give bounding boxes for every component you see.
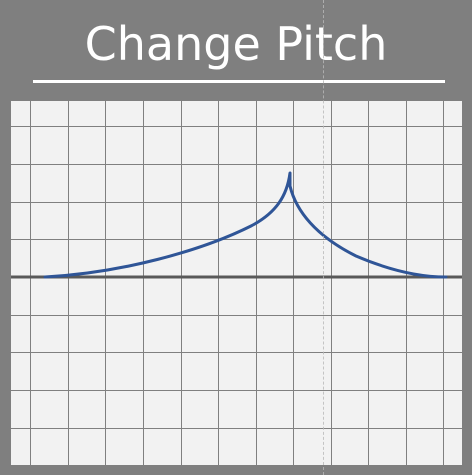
pitch-graph bbox=[11, 101, 462, 465]
grid-lines bbox=[11, 101, 462, 465]
pitch-curve bbox=[43, 171, 448, 279]
guide-line bbox=[323, 0, 324, 475]
graph-background bbox=[11, 101, 462, 465]
title-underline bbox=[33, 80, 445, 83]
panel-title: Change Pitch bbox=[84, 17, 388, 71]
